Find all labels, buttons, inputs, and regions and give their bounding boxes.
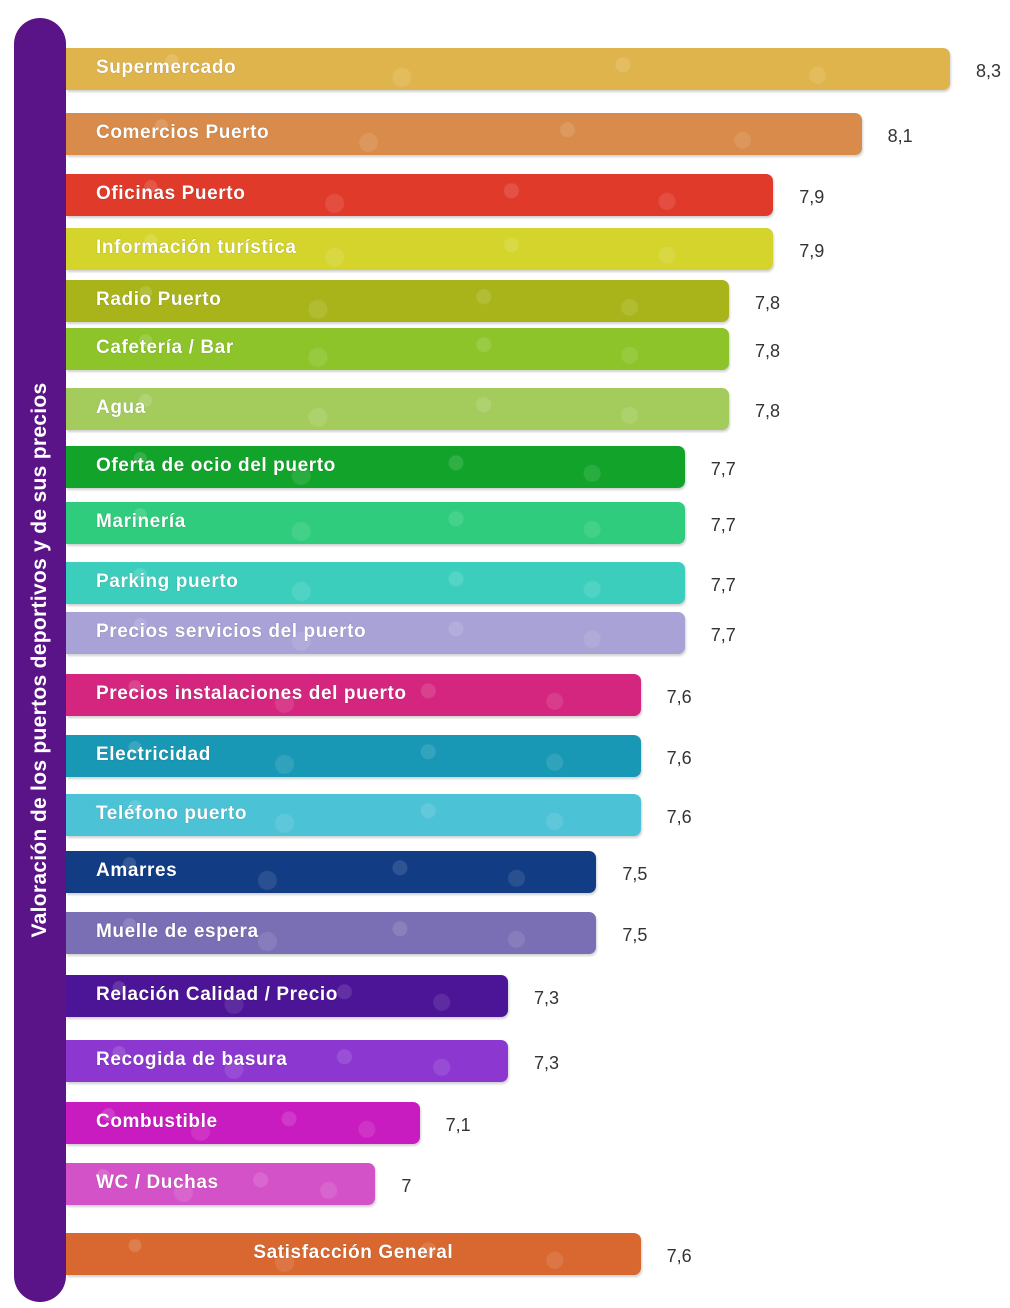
bar (66, 1163, 376, 1205)
bar-value-label: 7,9 (799, 241, 825, 261)
bar-value-label: 7,6 (666, 807, 692, 827)
bar-value-label: 7,7 (710, 625, 736, 645)
bar-category-label: Marinería (96, 511, 186, 532)
bar (66, 562, 685, 604)
bar-category-label: Amarres (96, 860, 178, 881)
bar (66, 48, 950, 90)
bar-category-label: Teléfono puerto (96, 803, 248, 824)
bar-category-label: WC / Duchas (96, 1172, 219, 1193)
bar (66, 174, 774, 216)
vertical-axis-bar: Valoración de los puertos deportivos y d… (14, 18, 66, 1302)
bar-category-label: Agua (96, 397, 146, 418)
bar (66, 388, 729, 430)
bar (66, 1040, 508, 1082)
y-axis-title: Valoración de los puertos deportivos y d… (28, 382, 51, 938)
bar (66, 851, 597, 893)
bar (66, 612, 685, 654)
bar-value-label: 7 (401, 1176, 412, 1196)
bar-category-label: Combustible (96, 1111, 218, 1132)
bar-value-label: 7,6 (666, 687, 692, 707)
bar (66, 502, 685, 544)
bar-category-label: Oferta de ocio del puerto (96, 455, 336, 476)
bar (66, 228, 774, 270)
bar-value-label: 7,6 (666, 748, 692, 768)
bar-value-label: 7,8 (755, 341, 781, 361)
bar (66, 1102, 420, 1144)
bar-value-label: 7,7 (710, 459, 736, 479)
bar-category-label: Recogida de basura (96, 1049, 288, 1070)
bar-value-label: 7,6 (666, 1246, 692, 1266)
bar (66, 446, 685, 488)
bar-value-label: 7,5 (622, 925, 648, 945)
bar-value-label: 8,3 (976, 61, 1002, 81)
bar (66, 975, 508, 1017)
bar-category-label: Radio Puerto (96, 289, 222, 310)
bar (66, 1233, 641, 1275)
bar (66, 328, 729, 370)
bar-value-label: 7,7 (710, 515, 736, 535)
bar-category-label: Satisfacción General (253, 1242, 454, 1263)
bar-category-label: Supermercado (96, 57, 237, 78)
bar-value-label: 7,9 (799, 187, 825, 207)
bar (66, 794, 641, 836)
bar-category-label: Cafetería / Bar (96, 337, 234, 358)
bar-category-label: Parking puerto (96, 571, 239, 592)
bar-category-label: Oficinas Puerto (96, 183, 246, 204)
bar (66, 280, 729, 322)
bar-value-label: 7,7 (710, 575, 736, 595)
bar-value-label: 8,1 (887, 126, 913, 146)
bar-value-label: 7,3 (534, 988, 560, 1008)
bar-category-label: Precios instalaciones del puerto (96, 683, 407, 704)
bar-value-label: 7,1 (445, 1115, 471, 1135)
bar-category-label: Electricidad (96, 744, 211, 765)
bar-category-label: Comercios Puerto (96, 122, 270, 143)
bar-category-label: Relación Calidad / Precio (96, 984, 339, 1005)
bar-category-label: Precios servicios del puerto (96, 621, 367, 642)
bar (66, 912, 597, 954)
bar-value-label: 7,8 (755, 401, 781, 421)
bar (66, 674, 641, 716)
bar-value-label: 7,8 (755, 293, 781, 313)
bar-category-label: Muelle de espera (96, 921, 259, 942)
bar (66, 735, 641, 777)
bar (66, 113, 862, 155)
bar-value-label: 7,5 (622, 864, 648, 884)
bar-value-label: 7,3 (534, 1053, 560, 1073)
bar-category-label: Información turística (96, 237, 297, 258)
